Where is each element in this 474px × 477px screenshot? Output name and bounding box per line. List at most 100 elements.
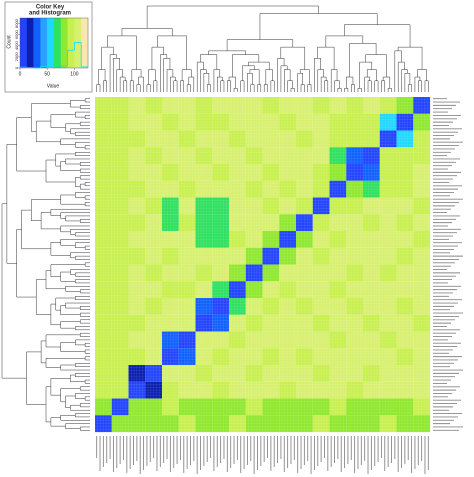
column-dendrogram [146,84,151,92]
heatmap-cell [296,298,313,315]
column-dendrogram [186,84,191,92]
heatmap-cell [178,398,196,416]
heatmap-cell [145,197,163,215]
row-dendrogram [65,286,90,292]
heatmap-cell [312,113,330,131]
row-dendrogram [79,289,90,294]
heatmap-cell [346,348,364,366]
heatmap-cell [413,97,431,114]
row-dendrogram [60,138,90,145]
heatmap-cell [262,97,280,114]
heatmap-cell [245,197,263,215]
heatmap-cell [379,231,397,248]
row-dendrogram [60,321,81,329]
heatmap-cell [178,314,196,332]
column-dendrogram [249,69,260,85]
heatmap-cell [363,247,380,265]
heatmap-cell [413,164,431,181]
heatmap-cell [379,415,397,433]
row-dendrogram [35,279,51,315]
heatmap-cell [279,113,297,131]
heatmap-cell [312,214,330,232]
heatmap-cell [296,214,313,232]
row-dendrogram [75,393,90,399]
heatmap-cell [413,331,431,349]
row-dendrogram [84,349,90,354]
row-dendrogram [75,272,90,277]
column-dendrogram [228,76,236,89]
heatmap-cell [111,415,129,433]
heatmap-cell [245,331,263,349]
heatmap-cell [95,147,112,165]
heatmap-cell [296,264,313,282]
row-dendrogram [65,215,90,222]
heatmap-cell [162,130,179,148]
heatmap-cell [396,147,414,165]
heatmap-cell [162,264,179,282]
heatmap-cell [95,331,112,349]
heatmap-cell [396,113,414,131]
heatmap-cell [379,365,397,382]
heatmap-cell [195,197,213,215]
column-dendrogram [366,69,377,81]
heatmap-cell [111,398,129,416]
heatmap-cell [296,97,313,114]
heatmap-cell [111,348,129,366]
heatmap-cell [111,264,129,282]
heatmap-cell [145,113,163,131]
heatmap-cell [279,365,297,382]
heatmap-cell [212,164,230,181]
heatmap-cell [145,97,163,114]
heatmap-cell [128,231,146,248]
heatmap-cell [128,214,146,232]
heatmap-cell [245,398,263,416]
heatmap-cell [329,113,347,131]
heatmap-cell [229,264,246,282]
heatmap-cell [363,214,380,232]
row-dendrogram [50,417,66,427]
heatmap-cell [95,164,112,181]
heatmap-cell [195,398,213,416]
column-dendrogram [424,80,429,92]
heatmap-cell [329,281,347,299]
heatmap-cell [413,314,431,332]
heatmap-cell [279,97,297,114]
heatmap-cell [312,147,330,165]
column-dendrogram [153,80,158,92]
heatmap-cell [162,197,179,215]
y-tick-label: 4000 [14,41,19,51]
heatmap-cell [229,298,246,315]
heatmap-cell [262,231,280,248]
heatmap-cell [128,130,146,148]
heatmap-cell [111,214,129,232]
column-dendrogram [346,76,354,89]
heatmap-cell [162,298,179,315]
heatmap-cell [413,247,431,265]
column-dendrogram [387,88,392,92]
heatmap-cell [178,147,196,165]
column-dendrogram [317,69,324,92]
heatmap-cell [413,214,431,232]
heatmap-cell [329,214,347,232]
row-dendrogram [79,306,90,310]
column-dendrogram [418,80,422,92]
heatmap-cell [245,381,263,399]
heatmap-cell [128,281,146,299]
key-swatch [54,18,61,68]
column-dendrogram [397,61,405,92]
row-dendrogram [79,105,90,109]
column-dendrogram [357,88,362,92]
heatmap-cell [111,381,129,399]
row-dendrogram [75,363,90,367]
row-dendrogram [60,305,81,315]
row-dendrogram [79,219,90,223]
heatmap-cell [95,365,112,382]
heatmap-cell [95,415,112,433]
column-dendrogram [374,80,379,92]
heatmap-cell [178,113,196,131]
heatmap-cell [128,314,146,332]
row-dendrogram [45,358,86,368]
column-dendrogram [257,84,262,92]
heatmap-cell [229,130,246,148]
heatmap-cell [296,231,313,248]
